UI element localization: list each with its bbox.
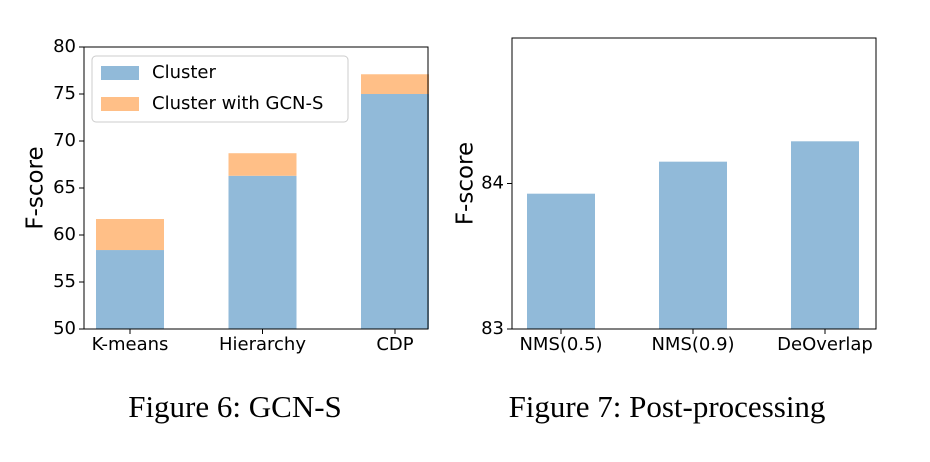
legend-box: [91, 55, 349, 123]
caption: Figure 6: GCN-S: [128, 389, 342, 424]
y-tick-label: 55: [53, 271, 76, 292]
y-tick-label: 80: [53, 36, 76, 57]
y-axis-label: F-score: [453, 142, 479, 225]
axes-frame: [511, 37, 877, 330]
x-tick-label: NMS(0.9): [651, 334, 734, 355]
x-tick-label: NMS(0.5): [519, 334, 602, 355]
y-axis-label: F-score: [23, 146, 49, 229]
bar: [527, 193, 595, 329]
bar-segment: [361, 74, 429, 94]
y-tick-label: 60: [53, 224, 76, 245]
bar-segment: [228, 153, 297, 176]
x-tick-label: Hierarchy: [219, 334, 306, 355]
legend-label: Cluster with GCN-S: [152, 93, 323, 114]
legend-label: Cluster: [152, 62, 216, 83]
axes-frame: [83, 46, 429, 330]
bar-segment: [228, 175, 297, 329]
bar: [791, 141, 859, 329]
caption: Figure 7: Post-processing: [509, 389, 826, 424]
y-tick-label: 65: [53, 177, 76, 198]
bar-segment: [96, 250, 164, 329]
legend-swatch: [101, 97, 139, 111]
bar: [659, 161, 727, 329]
y-tick-label: 70: [53, 130, 76, 151]
y-tick-label: 75: [53, 83, 76, 104]
x-tick-label: DeOverlap: [777, 334, 873, 355]
legend-swatch: [101, 66, 139, 80]
x-tick-label: K-means: [92, 334, 169, 355]
bar-segment: [96, 219, 164, 251]
bar-segment: [361, 94, 429, 329]
y-tick-label: 84: [481, 173, 504, 194]
y-tick-label: 50: [53, 318, 76, 339]
x-tick-label: CDP: [376, 334, 413, 355]
y-tick-label: 83: [481, 318, 504, 339]
